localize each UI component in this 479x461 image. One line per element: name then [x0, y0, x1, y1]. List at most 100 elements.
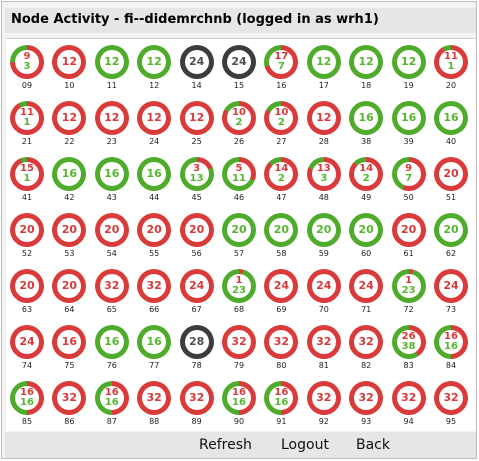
node-87[interactable]: 16 16 87 — [93, 379, 133, 432]
node-42[interactable]: 16 42 — [50, 155, 90, 208]
node-83[interactable]: 26 38 83 — [390, 323, 430, 376]
node-63[interactable]: 20 63 — [8, 267, 48, 320]
node-79[interactable]: 32 79 — [220, 323, 260, 376]
node-38[interactable]: 16 38 — [347, 99, 387, 152]
node-core-count: 20 — [146, 223, 162, 236]
node-73[interactable]: 24 73 — [432, 267, 472, 320]
node-92[interactable]: 32 92 — [305, 379, 345, 432]
node-85[interactable]: 16 16 85 — [8, 379, 48, 432]
node-93[interactable]: 32 93 — [347, 379, 387, 432]
node-core-count: 32 — [231, 335, 247, 348]
node-50[interactable]: 9 7 50 — [390, 155, 430, 208]
node-47[interactable]: 14 2 47 — [262, 155, 302, 208]
node-89[interactable]: 32 89 — [178, 379, 218, 432]
node-label: 48 — [318, 193, 329, 202]
node-64[interactable]: 20 64 — [50, 267, 90, 320]
node-58[interactable]: 20 58 — [262, 211, 302, 264]
node-62[interactable]: 20 62 — [432, 211, 472, 264]
logout-link[interactable]: Logout — [281, 437, 329, 453]
node-12[interactable]: 12 12 — [135, 43, 175, 96]
node-71[interactable]: 24 71 — [347, 267, 387, 320]
node-27[interactable]: 10 2 27 — [262, 99, 302, 152]
node-69[interactable]: 24 69 — [262, 267, 302, 320]
node-15[interactable]: 24 15 — [220, 43, 260, 96]
node-49[interactable]: 14 2 49 — [347, 155, 387, 208]
node-55[interactable]: 20 55 — [135, 211, 175, 264]
node-19[interactable]: 12 19 — [390, 43, 430, 96]
refresh-link[interactable]: Refresh — [199, 437, 252, 453]
back-link[interactable]: Back — [356, 437, 390, 453]
node-53[interactable]: 20 53 — [50, 211, 90, 264]
node-usage-ring: 12 — [349, 45, 384, 79]
node-78[interactable]: 28 78 — [178, 323, 218, 376]
node-25[interactable]: 12 25 — [178, 99, 218, 152]
node-22[interactable]: 12 22 — [50, 99, 90, 152]
node-24[interactable]: 12 24 — [135, 99, 175, 152]
node-core-counts: 20 — [439, 218, 463, 242]
node-used-count: 16 — [232, 387, 246, 398]
node-17[interactable]: 12 17 — [305, 43, 345, 96]
node-67[interactable]: 24 67 — [178, 267, 218, 320]
node-54[interactable]: 20 54 — [93, 211, 133, 264]
node-free-count: 16 — [444, 341, 458, 352]
node-88[interactable]: 32 88 — [135, 379, 175, 432]
node-label: 51 — [445, 193, 457, 202]
node-52[interactable]: 20 52 — [8, 211, 48, 264]
node-39[interactable]: 16 39 — [390, 99, 430, 152]
node-48[interactable]: 13 3 48 — [305, 155, 345, 208]
node-43[interactable]: 16 43 — [93, 155, 133, 208]
node-65[interactable]: 32 65 — [93, 267, 133, 320]
node-10[interactable]: 12 10 — [50, 43, 90, 96]
node-core-count: 20 — [400, 223, 417, 236]
node-20[interactable]: 11 1 20 — [432, 43, 472, 96]
node-68[interactable]: 1 23 68 — [220, 267, 260, 320]
node-80[interactable]: 32 80 — [262, 323, 302, 376]
node-72[interactable]: 1 23 72 — [390, 267, 430, 320]
node-77[interactable]: 16 77 — [135, 323, 175, 376]
node-91[interactable]: 16 16 91 — [262, 379, 302, 432]
node-40[interactable]: 16 40 — [432, 99, 472, 152]
node-94[interactable]: 32 94 — [390, 379, 430, 432]
node-46[interactable]: 5 11 46 — [220, 155, 260, 208]
node-28[interactable]: 12 28 — [305, 99, 345, 152]
node-57[interactable]: 20 57 — [220, 211, 260, 264]
node-23[interactable]: 12 23 — [93, 99, 133, 152]
node-core-counts: 24 — [311, 274, 336, 298]
node-label: 78 — [191, 361, 202, 370]
node-86[interactable]: 32 86 — [50, 379, 90, 432]
node-70[interactable]: 24 70 — [305, 267, 345, 320]
node-76[interactable]: 16 76 — [93, 323, 133, 376]
node-84[interactable]: 16 16 84 — [432, 323, 472, 376]
node-61[interactable]: 20 61 — [390, 211, 430, 264]
node-51[interactable]: 20 51 — [432, 155, 472, 208]
node-75[interactable]: 16 75 — [50, 323, 90, 376]
node-95[interactable]: 32 95 — [432, 379, 472, 432]
node-usage-ring: 32 — [222, 325, 256, 359]
node-82[interactable]: 32 82 — [347, 323, 387, 376]
node-26[interactable]: 10 2 26 — [220, 99, 260, 152]
node-74[interactable]: 24 74 — [8, 323, 48, 376]
node-45[interactable]: 3 13 45 — [178, 155, 218, 208]
node-usage-ring: 12 — [94, 45, 129, 79]
node-66[interactable]: 32 66 — [135, 267, 175, 320]
node-09[interactable]: 9 3 09 — [8, 43, 48, 96]
node-11[interactable]: 12 11 — [93, 43, 133, 96]
node-81[interactable]: 32 81 — [305, 323, 345, 376]
node-18[interactable]: 12 18 — [347, 43, 387, 96]
node-label: 52 — [21, 249, 33, 258]
node-core-count: 32 — [188, 391, 205, 404]
node-core-counts: 16 — [57, 162, 82, 186]
node-14[interactable]: 24 14 — [178, 43, 218, 96]
node-41[interactable]: 15 1 41 — [8, 155, 48, 208]
node-60[interactable]: 20 60 — [347, 211, 387, 264]
node-44[interactable]: 16 44 — [135, 155, 175, 208]
node-21[interactable]: 11 1 21 — [8, 99, 48, 152]
node-label: 11 — [106, 81, 117, 90]
node-core-counts: 16 — [99, 330, 124, 354]
node-56[interactable]: 20 56 — [178, 211, 218, 264]
node-core-counts: 32 — [57, 386, 82, 410]
node-90[interactable]: 16 16 90 — [220, 379, 260, 432]
node-59[interactable]: 20 59 — [305, 211, 345, 264]
node-16[interactable]: 17 7 16 — [262, 43, 302, 96]
